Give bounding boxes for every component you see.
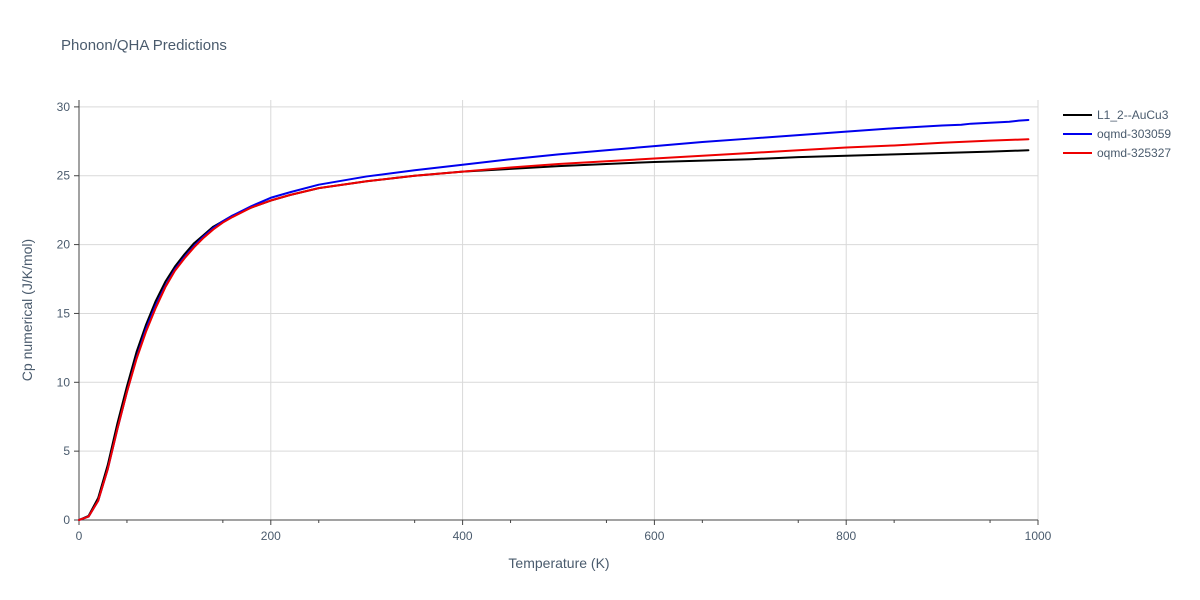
x-tick-label: 1000 bbox=[1025, 529, 1052, 543]
legend-label: L1_2--AuCu3 bbox=[1097, 108, 1169, 122]
chart-title: Phonon/QHA Predictions bbox=[61, 37, 227, 54]
y-tick-label: 15 bbox=[57, 306, 71, 320]
legend-item[interactable]: oqmd-303059 bbox=[1063, 127, 1171, 141]
y-tick-label: 0 bbox=[63, 513, 70, 527]
x-tick-label: 0 bbox=[76, 529, 83, 543]
series-line-oqmd-325327 bbox=[78, 138, 1030, 521]
ticks: 0 200 400 600 800 1000 0 5 10 15 20 25 30 bbox=[57, 100, 1052, 543]
y-axis-title: Cp numerical (J/K/mol) bbox=[19, 239, 35, 381]
x-axis-title: Temperature (K) bbox=[508, 555, 609, 571]
legend-item[interactable]: L1_2--AuCu3 bbox=[1063, 108, 1169, 122]
y-tick-label: 10 bbox=[57, 375, 71, 389]
y-tick-label: 5 bbox=[63, 444, 70, 458]
x-tick-label: 400 bbox=[453, 529, 473, 543]
legend-label: oqmd-303059 bbox=[1097, 127, 1171, 141]
x-tick-label: 600 bbox=[644, 529, 664, 543]
axes bbox=[78, 100, 1038, 521]
y-tick-label: 30 bbox=[57, 100, 71, 114]
legend-label: oqmd-325327 bbox=[1097, 146, 1171, 160]
y-tick-label: 20 bbox=[57, 238, 71, 252]
grid bbox=[79, 100, 1039, 520]
series-lines bbox=[78, 118, 1030, 521]
x-tick-label: 800 bbox=[836, 529, 856, 543]
legend[interactable]: L1_2--AuCu3 oqmd-303059 oqmd-325327 bbox=[1063, 108, 1171, 160]
y-tick-label: 25 bbox=[57, 169, 71, 183]
x-tick-label: 200 bbox=[261, 529, 281, 543]
legend-item[interactable]: oqmd-325327 bbox=[1063, 146, 1171, 160]
